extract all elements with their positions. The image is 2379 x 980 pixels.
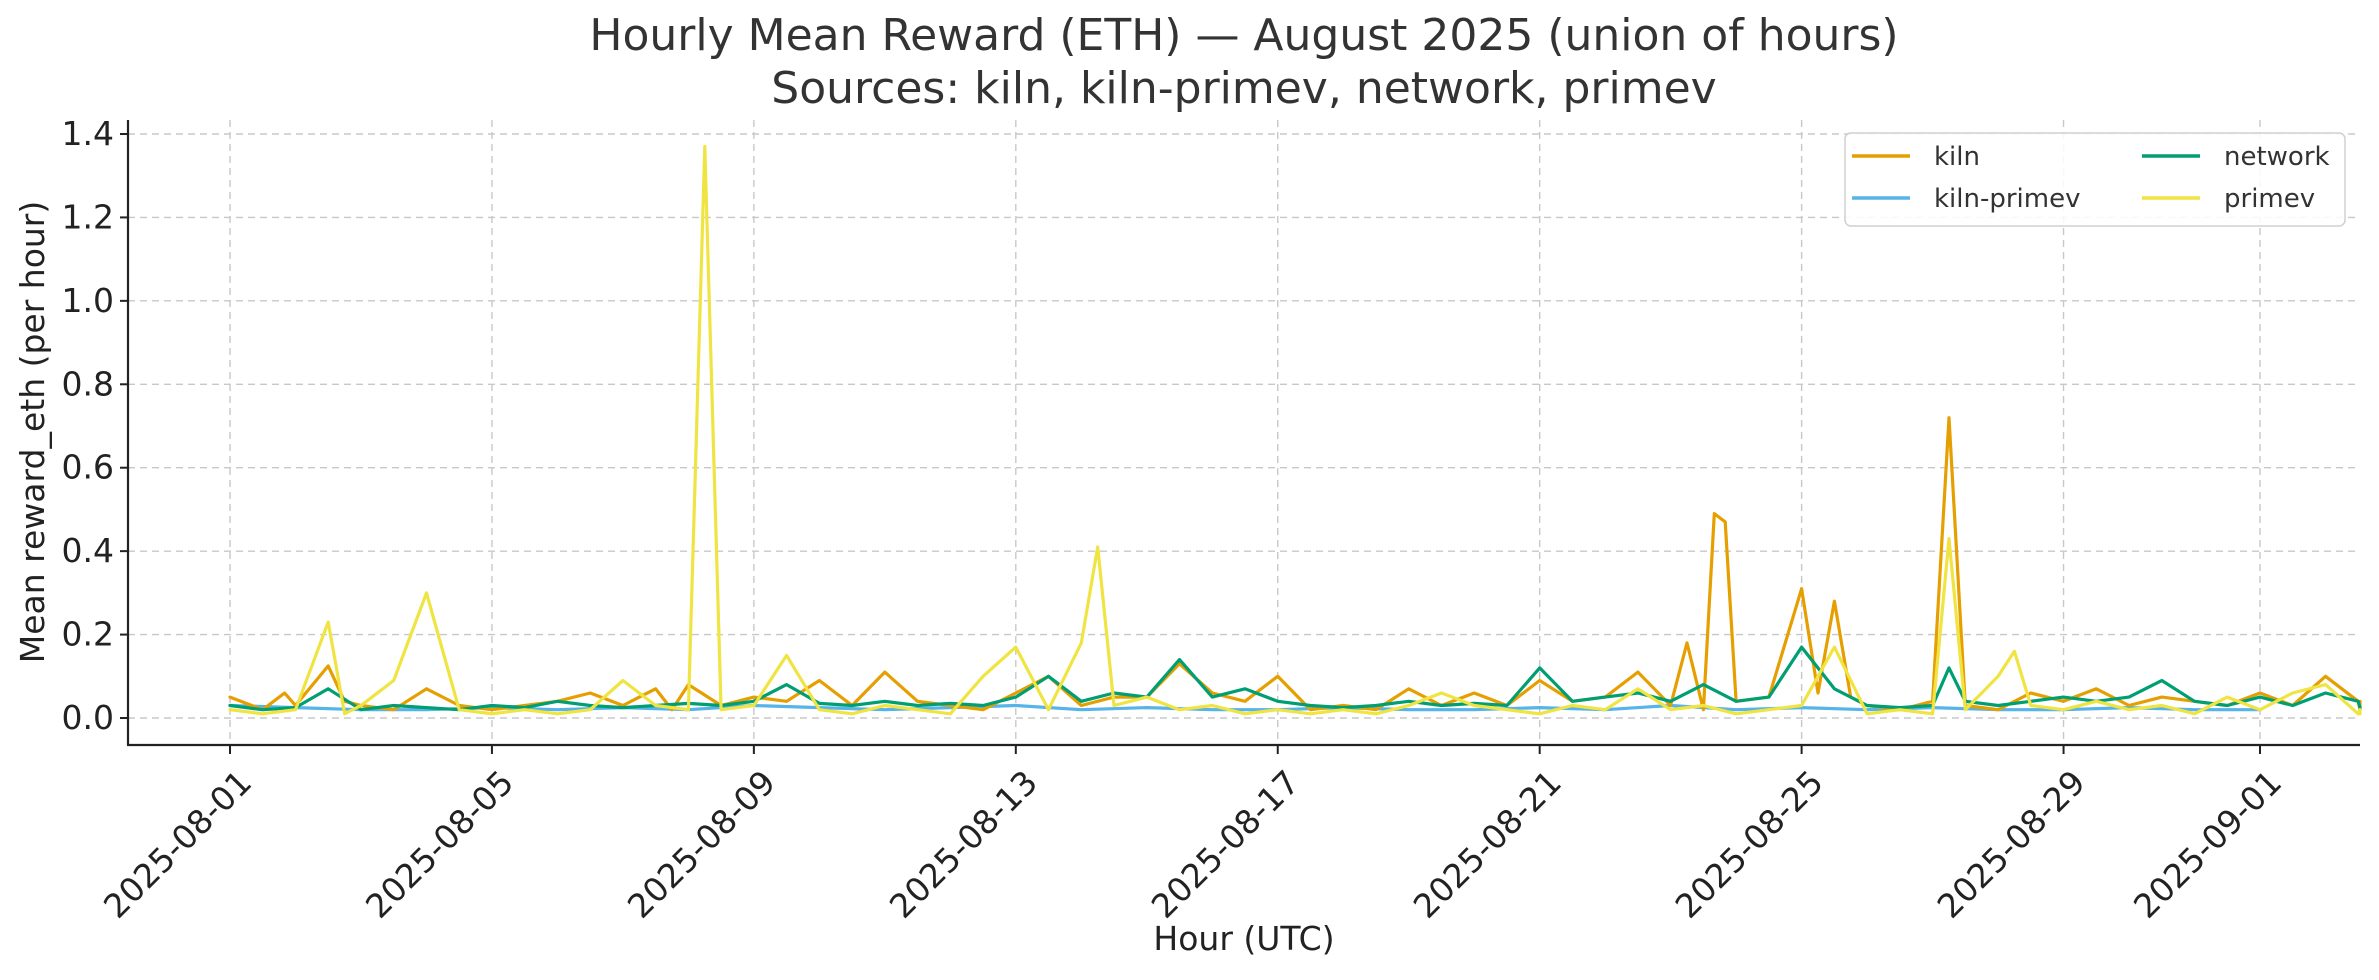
y-tick-label: 0.6 [62, 448, 114, 487]
y-tick-label: 0.8 [62, 364, 114, 403]
legend-label-primev: primev [2224, 184, 2315, 214]
legend: kiln kiln-primev network primev [1844, 132, 2346, 227]
y-tick-label: 0.0 [62, 698, 114, 737]
y-tick-label: 1.0 [62, 281, 114, 320]
y-tick-label: 1.2 [62, 197, 114, 236]
legend-box [1844, 132, 2346, 227]
legend-label-kiln-primev: kiln-primev [1934, 184, 2081, 214]
legend-label-network: network [2224, 142, 2330, 172]
legend-label-kiln: kiln [1934, 142, 1980, 172]
series-line-kiln-primev [228, 703, 2262, 712]
y-tick-label: 0.2 [62, 615, 114, 654]
chart-title-line-1: Hourly Mean Reward (ETH) — August 2025 (… [589, 10, 1898, 61]
series-line-network [228, 645, 2362, 712]
series-line-kiln [228, 416, 2362, 712]
series-lines [228, 144, 2362, 716]
y-tick-label: 0.4 [62, 531, 114, 570]
series-line-primev [228, 144, 2362, 716]
y-axis-label: Mean reward_eth (per hour) [13, 201, 52, 663]
y-axis-ticks: 0.0 0.2 0.4 0.6 0.8 1.0 1.2 1.4 [62, 114, 128, 737]
chart-title-line-2: Sources: kiln, kiln-primev, network, pri… [771, 63, 1716, 114]
x-axis-label: Hour (UTC) [1153, 919, 1334, 958]
y-tick-label: 1.4 [62, 114, 114, 153]
